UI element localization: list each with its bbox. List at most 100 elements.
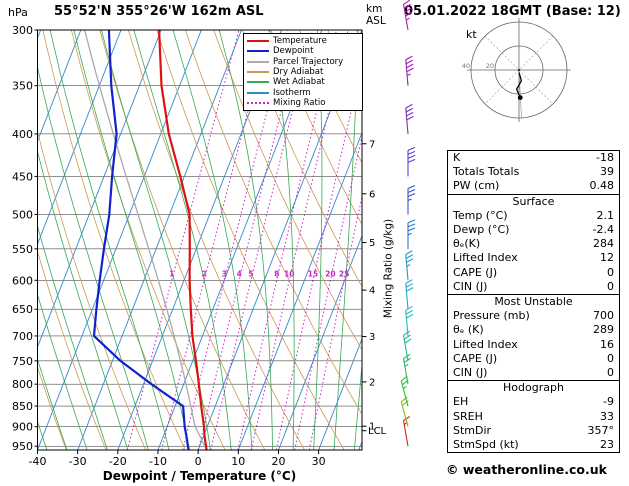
legend-swatch	[247, 60, 269, 63]
info-row: Totals Totals 39	[448, 165, 619, 179]
hodograph-unit-label: kt	[466, 28, 477, 41]
wind-barb	[405, 103, 414, 134]
wind-barbs	[400, 0, 416, 447]
info-row-value: 2.1	[596, 208, 615, 222]
plot-border	[37, 29, 363, 451]
svg-text:30: 30	[312, 455, 326, 468]
wind-barb	[405, 55, 414, 86]
info-row: Pressure (mb) 700	[448, 309, 619, 323]
info-row-value: 23	[600, 438, 614, 452]
info-row-value: 700	[593, 309, 614, 323]
info-row: θₑ (K) 289	[448, 323, 619, 337]
info-row-label: Lifted Index	[453, 251, 518, 265]
legend-swatch	[247, 81, 269, 84]
info-row-value: 12	[600, 251, 614, 265]
svg-text:40: 40	[462, 62, 470, 70]
info-row-label: Pressure (mb)	[453, 309, 530, 323]
legend-label: Dry Adiabat	[273, 67, 324, 78]
legend-label: Parcel Trajectory	[273, 56, 344, 67]
svg-text:20: 20	[486, 62, 494, 70]
info-row-value: 0	[607, 351, 614, 365]
info-row-label: Dewp (°C)	[453, 223, 510, 237]
info-row: Temp (°C) 2.1	[448, 209, 619, 223]
info-row-value: 289	[593, 323, 614, 337]
plot-field	[37, 30, 362, 450]
legend-item: Dewpoint	[247, 46, 359, 56]
svg-text:25: 25	[339, 269, 349, 278]
legend-swatch	[247, 40, 269, 43]
info-section: K -18 Totals Totals 39 PW (cm) 0.48	[447, 150, 620, 195]
svg-text:750: 750	[12, 355, 33, 368]
svg-text:5: 5	[369, 238, 375, 249]
svg-text:4: 4	[369, 286, 375, 297]
svg-text:-10: -10	[149, 455, 167, 468]
info-row: K -18	[448, 151, 619, 165]
legend-item: Dry Adiabat	[247, 67, 359, 77]
chart-legend: Temperature Dewpoint Parcel Trajectory Dry …	[243, 33, 363, 112]
wet-adiabat-lines	[37, 30, 362, 450]
legend-label: Temperature	[273, 36, 327, 47]
legend-item: Mixing Ratio	[247, 98, 359, 108]
svg-text:1: 1	[169, 269, 174, 278]
altitude-axis-unit: km ASL	[366, 3, 386, 27]
lcl-label: LCL	[368, 426, 387, 437]
svg-text:650: 650	[12, 303, 33, 316]
info-row: θₑ(K) 284	[448, 237, 619, 251]
pressure-axis-unit: hPa	[8, 6, 28, 19]
svg-text:500: 500	[12, 208, 33, 221]
info-row-value: -18	[596, 151, 614, 164]
wind-barb	[400, 396, 409, 427]
info-row: Dewp (°C) -2.4	[448, 223, 619, 237]
info-row-label: StmDir	[453, 423, 492, 437]
dewpoint-line	[92, 30, 190, 450]
temperature-axis-label: Dewpoint / Temperature (°C)	[102, 469, 297, 483]
info-row-label: θₑ(K)	[453, 237, 481, 251]
info-row-label: CAPE (J)	[453, 351, 498, 365]
wind-barb	[405, 279, 414, 310]
info-row-label: Lifted Index	[453, 337, 518, 351]
svg-text:2: 2	[202, 269, 207, 278]
wind-barb	[402, 415, 411, 447]
info-row-value: 39	[600, 165, 614, 179]
svg-text:850: 850	[12, 400, 33, 413]
info-section-title: Most Unstable	[494, 295, 573, 309]
wind-barb	[405, 250, 414, 281]
svg-text:10: 10	[231, 455, 245, 468]
hodograph-trace	[515, 72, 523, 98]
wind-barb	[407, 219, 416, 249]
info-section: Surface Temp (°C) 2.1 Dewp (°C) -2.4 θₑ(K) 284…	[447, 193, 620, 296]
svg-text:8: 8	[274, 269, 279, 278]
info-row-label: CIN (J)	[453, 366, 488, 380]
svg-text:800: 800	[12, 378, 33, 391]
info-row-label: K	[453, 151, 461, 164]
info-row-label: Totals Totals	[453, 165, 520, 179]
temperature-line	[158, 30, 208, 450]
info-row: StmDir 357°	[448, 424, 619, 438]
info-section-title: Hodograph	[503, 381, 564, 395]
info-row-label: EH	[453, 395, 469, 409]
info-row-value: 357°	[587, 423, 615, 437]
wind-barb	[407, 184, 416, 215]
copyright: © weatheronline.co.uk	[446, 462, 607, 477]
info-row-label: θₑ (K)	[453, 323, 484, 337]
info-row-label: Temp (°C)	[453, 208, 508, 222]
legend-label: Dewpoint	[273, 46, 314, 57]
svg-text:10: 10	[284, 269, 294, 278]
legend-item: Temperature	[247, 36, 359, 46]
altitude-axis-unit-km: km	[366, 3, 383, 15]
svg-text:400: 400	[12, 128, 33, 141]
svg-text:450: 450	[12, 170, 33, 183]
hodograph-trace-end-dot	[517, 95, 523, 100]
station-title: 55°52'N 355°26'W 162m ASL	[54, 4, 264, 19]
svg-text:6: 6	[369, 189, 375, 200]
svg-text:5: 5	[248, 269, 253, 278]
info-row: CAPE (J) 0	[448, 266, 619, 280]
svg-text:4: 4	[237, 269, 242, 278]
pressure-axis-labels: 300 350 400 450 500 550 600 650 700 750 800 850 900 9…	[12, 24, 38, 453]
legend-swatch	[247, 101, 269, 104]
mixing-ratio-lines	[126, 30, 362, 450]
info-row-label: PW (cm)	[453, 179, 500, 193]
info-row-label: StmSpd (kt)	[453, 438, 519, 452]
info-row-value: 0	[607, 279, 614, 293]
